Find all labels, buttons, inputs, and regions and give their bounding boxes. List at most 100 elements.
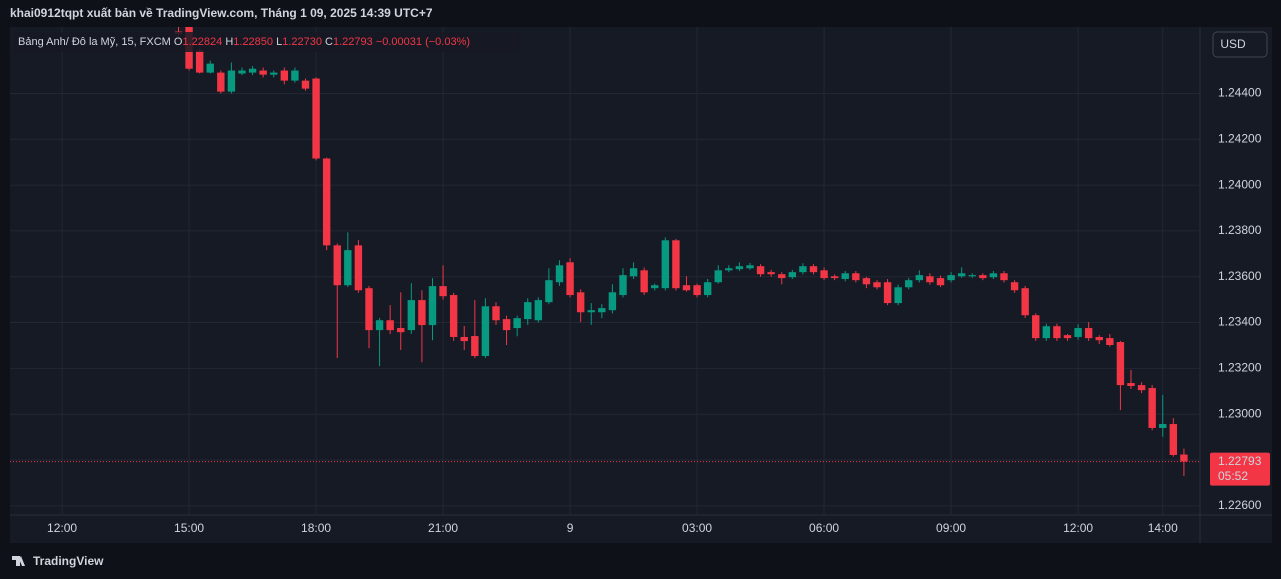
candle-body (1084, 328, 1093, 339)
x-tick-label: 12:00 (1063, 521, 1093, 535)
logo (12, 556, 25, 566)
countdown: 05:52 (1218, 469, 1248, 483)
candle-body (195, 50, 204, 73)
candle-body (365, 288, 373, 331)
candle-body (428, 286, 437, 326)
candle-body (587, 310, 595, 313)
candle-body (227, 70, 236, 92)
candle-body (333, 245, 341, 286)
candle-body (767, 272, 775, 275)
legend-c: 1.22793 (333, 36, 373, 48)
candle-body (280, 70, 289, 81)
candle-body (1032, 315, 1040, 339)
candle-body (534, 300, 543, 321)
currency-button[interactable] (1212, 31, 1268, 58)
y-tick-label: 1.23800 (1218, 223, 1262, 237)
candle-body (1063, 335, 1072, 339)
candle-body (492, 306, 500, 321)
candle-body (651, 285, 659, 289)
candle-body (682, 285, 691, 291)
candle-body (545, 280, 553, 303)
candle-body (915, 275, 924, 281)
candle-body (968, 275, 976, 277)
candle-body (555, 265, 564, 283)
x-tick-label: 03:00 (682, 521, 712, 535)
candle-body (322, 158, 331, 246)
candle-body (1127, 383, 1135, 387)
candle-body (1180, 454, 1188, 462)
candle-body (502, 319, 511, 331)
candle-body (407, 300, 416, 331)
last-price-label: 1.22793 (1218, 454, 1262, 468)
candle-body (809, 266, 818, 273)
candle-body (735, 266, 744, 270)
candle-body (397, 328, 405, 333)
candle-body (513, 318, 521, 329)
candle-body (852, 273, 860, 281)
header: khai0912tqpt xuất bản về TradingView.com… (10, 6, 433, 20)
candle-body (608, 292, 617, 311)
candle-body (418, 300, 426, 326)
y-tick-label: 1.24000 (1218, 177, 1262, 191)
x-tick-label: 06:00 (809, 521, 839, 535)
candle-body (905, 280, 913, 288)
candle-body (746, 265, 754, 269)
candle-body (926, 276, 934, 283)
candle-body (460, 336, 468, 342)
candle-body (979, 275, 987, 279)
candle-body (629, 268, 638, 277)
candle-body (576, 292, 585, 313)
candle-body (1148, 388, 1156, 428)
candle-body (439, 286, 447, 297)
candle-body (301, 80, 310, 89)
candle-body (344, 250, 352, 286)
candle-body (1169, 424, 1178, 455)
candle-body (862, 278, 871, 285)
candle-body (238, 70, 246, 74)
candle-body (1137, 385, 1146, 391)
candle-body (1074, 328, 1082, 337)
candle-body (957, 273, 966, 277)
candle-body (894, 287, 902, 304)
y-tick-label: 1.24200 (1218, 131, 1262, 145)
candle-body (598, 308, 606, 313)
candle-body (640, 270, 648, 293)
legend-bg (14, 32, 519, 52)
candle-body (1042, 326, 1051, 339)
y-tick-label: 1.23200 (1218, 361, 1262, 375)
candle-body (883, 282, 892, 304)
candle-body (778, 274, 786, 279)
candle-body (1000, 273, 1008, 281)
legend-c-label: C (325, 36, 333, 48)
candle-body (259, 70, 267, 75)
y-tick-label: 1.23400 (1218, 315, 1262, 329)
candle-body (481, 306, 490, 356)
candle-body (471, 336, 479, 356)
candle-body (375, 320, 384, 331)
legend-o: 1.22824 (182, 36, 222, 48)
candle-body (354, 245, 363, 291)
x-tick-label: 18:00 (301, 521, 331, 535)
legend-h: 1.22850 (233, 36, 273, 48)
y-tick-label: 1.24400 (1218, 86, 1262, 100)
candle-body (873, 282, 881, 288)
candle-body (1095, 336, 1103, 341)
x-tick-label: 9 (567, 521, 574, 535)
candle-body (714, 270, 722, 283)
candle-body (386, 320, 394, 331)
candle-body (312, 78, 320, 159)
last-price-box (1210, 452, 1270, 486)
x-tick-label: 12:00 (47, 521, 77, 535)
candle-body (449, 295, 458, 337)
y-tick-label: 1.23600 (1218, 269, 1262, 283)
candle-body (1021, 288, 1029, 316)
candle-body (619, 275, 627, 296)
candle-body (947, 275, 955, 281)
candle-body (936, 278, 945, 286)
candle-body (830, 276, 839, 279)
candle-body (672, 240, 680, 289)
legend-h-label: H (225, 36, 233, 48)
candle-body (217, 72, 225, 92)
candle-body (1106, 338, 1114, 346)
candle-body (248, 68, 257, 73)
